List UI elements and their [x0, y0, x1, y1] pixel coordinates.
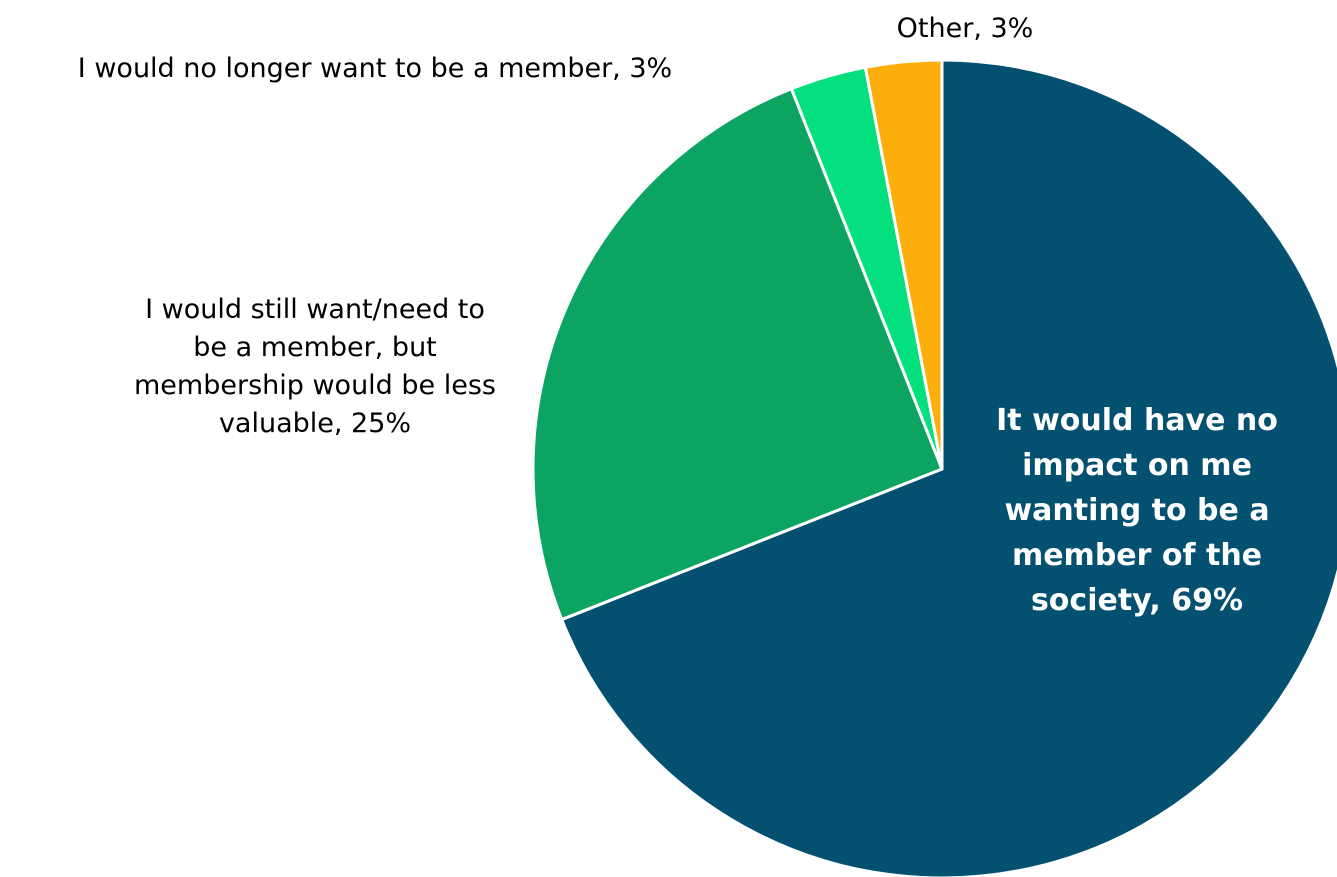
slice-label-line: impact on me [1022, 448, 1252, 483]
pie-slice-other [863, 58, 944, 471]
slice-label-line: Other, 3% [897, 13, 1034, 44]
pie-slices [531, 58, 1337, 877]
slice-label-line: membership would be less [134, 370, 496, 401]
pie-labels: It would have no impact on me wanting to b… [78, 13, 1278, 618]
slice-label-less-valuable: I would still want/need to be a member, b… [134, 294, 496, 439]
pie-slice-less-valuable [531, 87, 944, 622]
slice-label-other: Other, 3% [897, 13, 1034, 44]
slice-label-line: wanting to be a [1004, 493, 1269, 528]
pie-slice-no-impact [560, 58, 1337, 877]
slice-label-no-impact: It would have no impact on me wanting to b… [996, 403, 1278, 618]
slice-label-line: member of the [1012, 538, 1262, 573]
slice-label-no-longer-member: I would no longer want to be a member, 3… [78, 53, 672, 84]
slice-label-line: society, 69% [1031, 583, 1243, 618]
slice-label-line: It would have no [996, 403, 1278, 438]
slice-label-line: I would no longer want to be a member, 3… [78, 53, 672, 84]
slice-label-line: I would still want/need to [145, 294, 485, 325]
slice-label-line: valuable, 25% [219, 408, 411, 439]
slice-label-line: be a member, but [193, 332, 437, 363]
